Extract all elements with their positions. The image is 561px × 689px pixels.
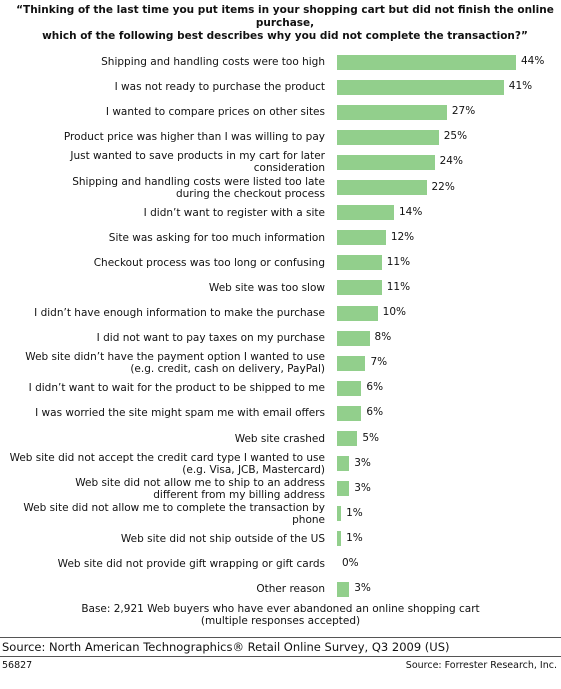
category-label: Checkout process was too long or confusi… [93, 256, 325, 269]
category-label: Site was asking for too much information [108, 231, 325, 244]
category-label: I didn’t have enough information to make… [34, 307, 325, 319]
category-label: Shipping and handling costs were too hig… [101, 56, 325, 68]
bar [337, 154, 435, 170]
category-label: Web site did not provide gift wrapping o… [57, 558, 325, 570]
bar [337, 54, 516, 70]
bar [337, 280, 382, 296]
value-label: 5% [362, 431, 379, 444]
bar [337, 205, 394, 221]
bar [337, 355, 366, 371]
value-label: 24% [439, 155, 463, 168]
category-label: Web site did not allow me to complete th… [23, 501, 325, 526]
category-label: I was worried the site might spam me wit… [35, 407, 325, 420]
category-label: Web site did not ship outside of the US [120, 532, 325, 545]
value-label: 10% [382, 306, 407, 318]
category-label: Shipping and handling costs were listed … [72, 175, 325, 200]
value-label: 14% [398, 205, 423, 218]
value-label: 1% [346, 531, 363, 544]
value-label: 1% [346, 506, 363, 519]
bar [337, 230, 386, 246]
category-label: I wanted to compare prices on other site… [105, 106, 325, 119]
bar [337, 405, 362, 421]
value-label: 3% [354, 481, 371, 494]
category-label: Just wanted to save products in my cart … [70, 150, 325, 175]
credit: Source: Forrester Research, Inc. [405, 660, 557, 671]
category-label: I did not want to pay taxes on my purcha… [96, 332, 325, 345]
category-label: Web site crashed [234, 432, 325, 445]
bar [337, 305, 378, 321]
bar [337, 180, 427, 195]
value-label: 11% [386, 255, 411, 268]
bar [337, 330, 370, 346]
chart-title: “Thinking of the last time you put items… [16, 4, 554, 42]
value-label: 3% [354, 456, 371, 469]
category-label: Web site didn’t have the payment option … [25, 351, 325, 376]
value-label: 41% [508, 80, 533, 93]
bar [337, 431, 358, 446]
value-label: 3% [354, 582, 371, 595]
bar [337, 581, 350, 597]
value-label: 27% [451, 105, 476, 118]
bar [337, 506, 342, 522]
value-label: 12% [390, 230, 415, 243]
divider [0, 656, 561, 657]
value-label: 11% [386, 280, 411, 293]
value-label: 6% [366, 406, 384, 419]
category-label: I didn’t want to register with a site [143, 206, 325, 219]
category-label: Product price was higher than I was will… [63, 131, 325, 144]
category-label: Other reason [256, 583, 325, 596]
bar [337, 129, 439, 145]
bar [337, 481, 350, 497]
note: Base: 2,921 Web buyers who have ever aba… [81, 603, 480, 627]
bar [337, 531, 342, 547]
bar [337, 456, 350, 472]
value-label: 25% [443, 130, 468, 143]
bar [337, 380, 362, 396]
category-label: Web site was too slow [208, 281, 325, 294]
chart-id: 56827 [2, 660, 33, 671]
value-label: 8% [374, 331, 392, 344]
category-label: Web site did not allow me to ship to an … [75, 476, 325, 501]
value-label: 44% [521, 55, 545, 67]
value-label: 22% [431, 180, 455, 193]
bar [337, 79, 504, 95]
category-label: Web site did not accept the credit card … [9, 451, 325, 476]
bar [337, 104, 447, 120]
source: Source: North American Technographics® R… [2, 640, 450, 654]
divider [0, 637, 561, 638]
value-label: 6% [366, 381, 384, 394]
category-label: I was not ready to purchase the product [114, 81, 325, 94]
value-label: 7% [370, 356, 388, 369]
value-label: 0% [342, 557, 359, 569]
bar [337, 255, 382, 271]
category-label: I didn’t want to wait for the product to… [28, 382, 325, 395]
